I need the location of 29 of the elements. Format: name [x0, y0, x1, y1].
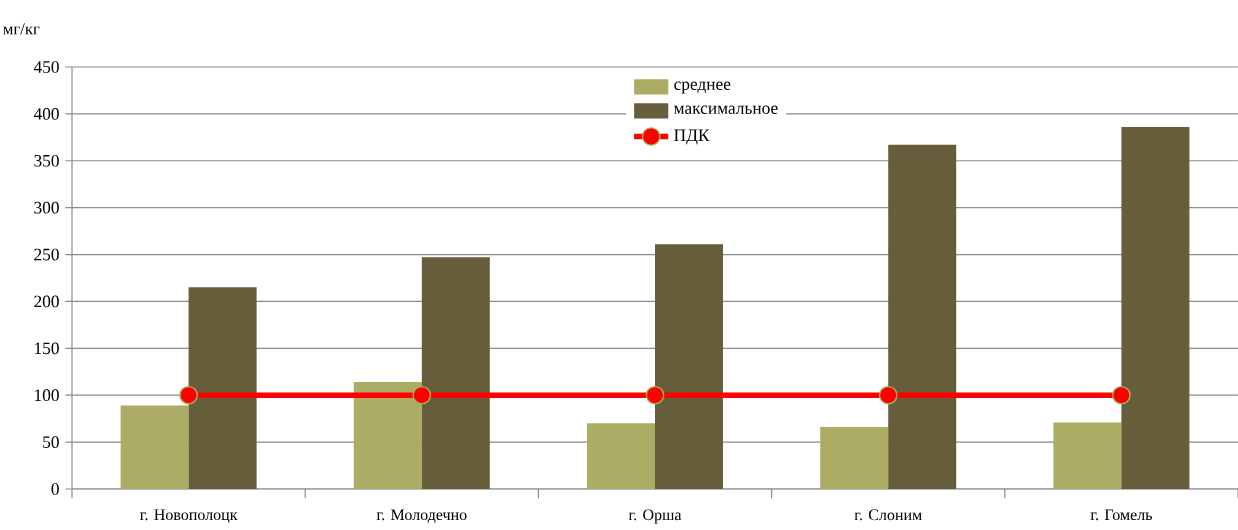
y-tick-label: 100 — [35, 389, 59, 402]
y-tick-label: 200 — [34, 295, 59, 308]
legend-label: среднее — [674, 81, 731, 94]
bar — [353, 382, 422, 489]
x-tick-label: г. Молодечно — [376, 509, 467, 524]
y-axis-title: мг/кг — [3, 23, 40, 35]
bar — [655, 244, 723, 489]
bar — [421, 257, 490, 489]
x-tick-label: г. Орша — [628, 509, 682, 524]
y-tick-label: 400 — [33, 108, 59, 120]
x-tick-label: г. Слоним — [854, 509, 922, 521]
bar — [587, 423, 655, 489]
y-tick-label: 50 — [43, 436, 59, 448]
bar — [1121, 127, 1190, 489]
x-tick-label: г. Гомель — [1090, 509, 1152, 521]
bar — [120, 405, 189, 489]
x-tick-label: г. Новополоцк — [140, 509, 238, 524]
bar — [1053, 422, 1122, 489]
legend-label: ПДК — [674, 129, 710, 145]
bar — [188, 287, 257, 489]
y-tick-label: 300 — [34, 201, 59, 214]
y-tick-label: 350 — [34, 154, 59, 167]
y-tick-label: 0 — [51, 483, 59, 495]
bar — [820, 427, 889, 489]
y-tick-label: 250 — [34, 248, 59, 261]
y-tick-label: 150 — [35, 342, 59, 355]
y-tick-label: 450 — [33, 61, 59, 73]
bar — [888, 144, 957, 489]
legend-label: максимальное — [674, 105, 778, 114]
